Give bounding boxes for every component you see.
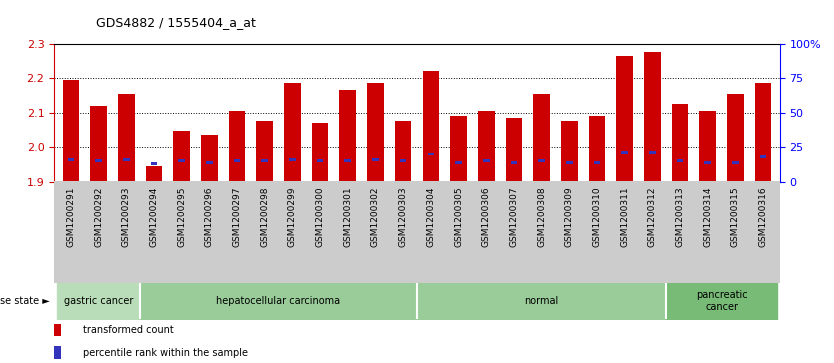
Text: GSM1200299: GSM1200299: [288, 187, 297, 247]
Text: GSM1200296: GSM1200296: [205, 187, 214, 247]
Bar: [146, 166, 163, 182]
Text: pancreatic
cancer: pancreatic cancer: [696, 290, 747, 312]
Bar: [561, 121, 578, 182]
Bar: [705, 161, 711, 164]
Bar: [700, 111, 716, 182]
Bar: [594, 161, 600, 164]
Text: GSM1200301: GSM1200301: [344, 187, 352, 247]
Text: normal: normal: [525, 296, 559, 306]
Bar: [760, 155, 766, 158]
Bar: [63, 80, 79, 182]
Text: GSM1200300: GSM1200300: [315, 187, 324, 247]
Bar: [510, 161, 517, 164]
Bar: [289, 158, 296, 161]
Bar: [455, 161, 462, 164]
Text: GSM1200305: GSM1200305: [454, 187, 463, 247]
Bar: [649, 151, 656, 154]
Text: GSM1200294: GSM1200294: [149, 187, 158, 247]
Bar: [118, 94, 134, 182]
Text: GSM1200303: GSM1200303: [399, 187, 408, 247]
Text: GSM1200313: GSM1200313: [676, 187, 685, 247]
Text: percentile rank within the sample: percentile rank within the sample: [83, 347, 249, 358]
Bar: [394, 121, 411, 182]
Text: GSM1200293: GSM1200293: [122, 187, 131, 247]
Text: GSM1200302: GSM1200302: [371, 187, 380, 247]
Bar: [339, 90, 356, 182]
Text: GSM1200311: GSM1200311: [620, 187, 629, 247]
Bar: [423, 71, 440, 182]
Bar: [566, 161, 573, 164]
Text: GSM1200308: GSM1200308: [537, 187, 546, 247]
Bar: [178, 159, 185, 162]
Bar: [90, 106, 107, 182]
Bar: [755, 83, 771, 182]
Bar: [123, 158, 129, 161]
Bar: [676, 159, 683, 162]
Bar: [621, 151, 628, 154]
Text: GSM1200316: GSM1200316: [759, 187, 767, 247]
Text: GSM1200310: GSM1200310: [592, 187, 601, 247]
Text: GSM1200295: GSM1200295: [177, 187, 186, 247]
Bar: [505, 118, 522, 182]
Bar: [589, 116, 605, 182]
Bar: [151, 162, 158, 165]
Text: hepatocellular carcinoma: hepatocellular carcinoma: [217, 296, 340, 306]
Text: GSM1200306: GSM1200306: [482, 187, 490, 247]
Text: GSM1200312: GSM1200312: [648, 187, 657, 247]
Text: disease state ►: disease state ►: [0, 296, 50, 306]
Text: GSM1200292: GSM1200292: [94, 187, 103, 247]
Bar: [68, 158, 74, 161]
Bar: [616, 56, 633, 182]
Bar: [312, 123, 329, 182]
Bar: [256, 121, 273, 182]
Bar: [317, 159, 324, 162]
Text: GSM1200314: GSM1200314: [703, 187, 712, 247]
Bar: [483, 159, 490, 162]
Bar: [399, 159, 406, 162]
Text: GSM1200298: GSM1200298: [260, 187, 269, 247]
Text: transformed count: transformed count: [83, 325, 174, 335]
Bar: [367, 83, 384, 182]
Bar: [261, 159, 268, 162]
Bar: [344, 159, 351, 162]
Text: GSM1200309: GSM1200309: [565, 187, 574, 247]
Bar: [450, 116, 467, 182]
Text: GSM1200297: GSM1200297: [233, 187, 242, 247]
Bar: [201, 135, 218, 182]
Bar: [372, 158, 379, 161]
Bar: [732, 161, 739, 164]
Bar: [95, 159, 102, 162]
Bar: [54, 346, 61, 359]
Bar: [206, 161, 213, 164]
Bar: [428, 152, 435, 155]
Bar: [644, 52, 661, 181]
Bar: [727, 94, 744, 182]
Text: GSM1200291: GSM1200291: [67, 187, 75, 247]
Text: GDS4882 / 1555404_a_at: GDS4882 / 1555404_a_at: [96, 16, 256, 29]
Text: GSM1200315: GSM1200315: [731, 187, 740, 247]
Bar: [234, 159, 240, 162]
Bar: [173, 131, 190, 182]
Bar: [54, 324, 61, 336]
Bar: [284, 83, 301, 182]
Text: GSM1200304: GSM1200304: [426, 187, 435, 247]
Bar: [229, 111, 245, 182]
Bar: [538, 159, 545, 162]
Text: GSM1200307: GSM1200307: [510, 187, 519, 247]
Bar: [671, 104, 688, 182]
Bar: [533, 94, 550, 182]
Text: gastric cancer: gastric cancer: [64, 296, 133, 306]
Bar: [478, 111, 495, 182]
